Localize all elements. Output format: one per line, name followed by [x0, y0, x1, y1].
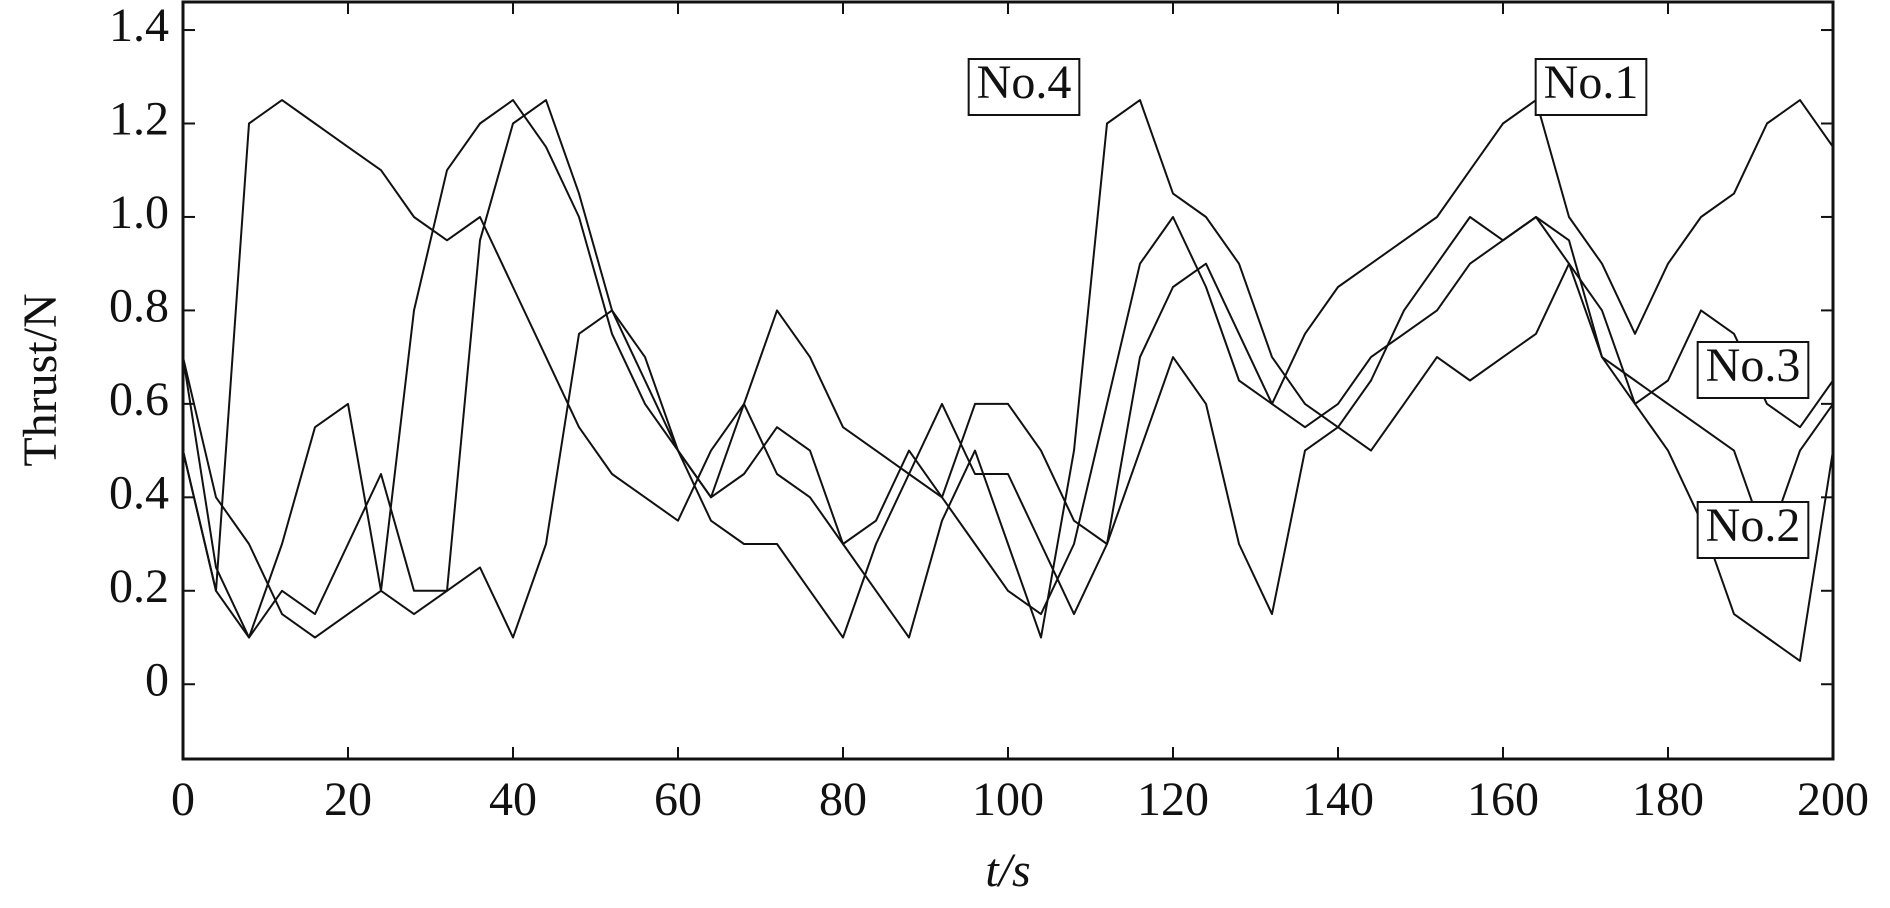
- x-tick-label: 60: [654, 773, 702, 826]
- x-tick-label: 100: [972, 773, 1044, 826]
- x-axis-label: t/s: [985, 844, 1030, 897]
- y-tick-label: 1.2: [109, 93, 169, 146]
- y-tick-label: 1.0: [109, 186, 169, 239]
- plot-frame: [181, 0, 1835, 761]
- series-line: [182, 99, 1834, 639]
- x-tick-label: 140: [1302, 773, 1374, 826]
- x-tick-label: 200: [1797, 773, 1869, 826]
- y-axis-label: Thrust/N: [14, 293, 67, 466]
- series-line: [182, 262, 1834, 662]
- legend-label: No.4: [977, 56, 1072, 109]
- x-tick-label: 80: [819, 773, 867, 826]
- x-tick-label: 40: [489, 773, 537, 826]
- y-tick-label: 0.4: [109, 466, 169, 519]
- legend-label: No.3: [1706, 339, 1801, 392]
- legend-box: [1534, 58, 1648, 116]
- x-tick-label: 0: [171, 773, 195, 826]
- legend-label: No.1: [1544, 56, 1639, 109]
- y-tick-label: 0.8: [109, 279, 169, 332]
- x-tick-label: 160: [1467, 773, 1539, 826]
- series-line: [182, 99, 1834, 639]
- y-tick-label: 0.2: [109, 560, 169, 613]
- y-tick-label: 1.4: [109, 0, 169, 52]
- legend-box: [1696, 341, 1810, 399]
- series-line: [182, 99, 1834, 616]
- x-tick-label: 20: [324, 773, 372, 826]
- legend-box: [967, 58, 1081, 116]
- x-tick-label: 180: [1632, 773, 1704, 826]
- y-tick-label: 0: [145, 653, 169, 706]
- x-tick-label: 120: [1137, 773, 1209, 826]
- legend-box: [1696, 501, 1810, 559]
- y-tick-label: 0.6: [109, 373, 169, 426]
- legend-label: No.2: [1706, 499, 1801, 552]
